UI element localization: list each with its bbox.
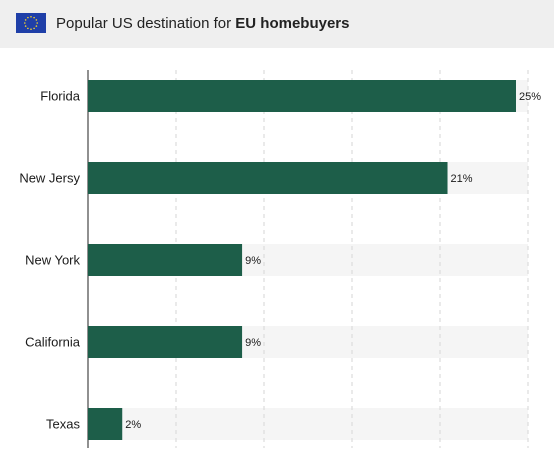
category-label: California (25, 335, 81, 350)
flag-star (36, 22, 38, 24)
value-label: 21% (451, 173, 473, 185)
flag-star (35, 19, 38, 21)
category-label: New York (25, 253, 80, 268)
value-label: 2% (125, 419, 141, 431)
flag-star (33, 16, 35, 19)
flag-star (27, 27, 29, 30)
bar (88, 326, 243, 358)
flag-star (24, 22, 26, 24)
flag-star (27, 16, 29, 19)
bar (88, 162, 448, 194)
category-label: Texas (46, 417, 80, 432)
flag-star (35, 25, 38, 27)
flag-star (24, 25, 27, 27)
eu-flag-icon (16, 13, 46, 33)
title-bold: EU homebuyers (235, 15, 350, 32)
flag-star (24, 19, 27, 21)
flag-star (30, 16, 32, 18)
category-label: Florida (40, 89, 81, 104)
flag-star (33, 27, 35, 30)
bar-track (88, 408, 528, 440)
value-label: 9% (245, 255, 261, 267)
title-prefix: Popular US destination for (56, 15, 232, 32)
chart-title: Popular US destination for EU homebuyers (56, 14, 349, 34)
value-label: 9% (245, 337, 261, 349)
bar-chart: Florida 25% New Jersy 21% New York 9% Californ… (19, 70, 541, 448)
value-label: 25% (519, 91, 541, 103)
chart-header: Popular US destination for EU homebuyers (0, 0, 554, 48)
category-label: New Jersy (19, 171, 80, 186)
flag-star (30, 28, 32, 30)
bar (88, 80, 516, 112)
bar (88, 408, 123, 440)
bar (88, 244, 243, 276)
